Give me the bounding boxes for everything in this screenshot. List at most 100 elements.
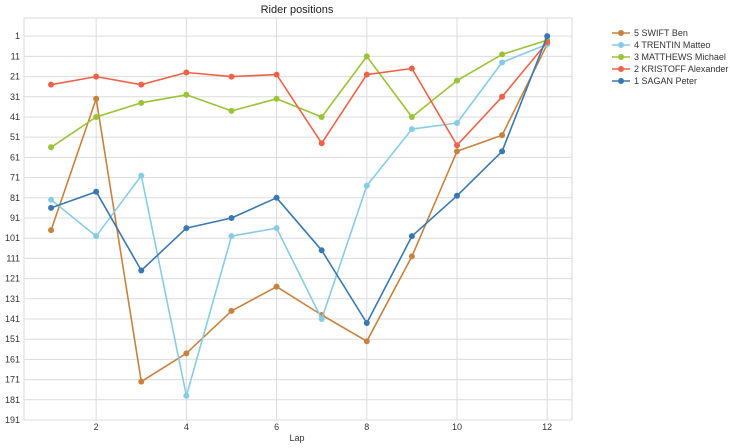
data-point — [93, 73, 100, 80]
data-point — [183, 350, 190, 357]
series-layer — [48, 33, 551, 399]
y-tick-label: 181 — [5, 395, 20, 405]
data-point — [363, 320, 370, 327]
chart-title: Rider positions — [261, 4, 334, 16]
data-point — [273, 194, 280, 201]
y-tick-label: 81 — [10, 193, 20, 203]
x-tick-label: 6 — [274, 422, 279, 432]
data-point — [453, 120, 460, 127]
legend-entry: 1 SAGAN Peter — [612, 76, 697, 86]
data-point — [408, 233, 415, 240]
legend: 5 SWIFT Ben 4 TRENTIN Matteo 3 MATTHEWS Mi… — [612, 28, 728, 86]
series-3 — [48, 39, 551, 149]
y-tick-label: 1 — [15, 31, 20, 41]
y-tick-label: 111 — [6, 253, 20, 263]
data-point — [228, 307, 235, 314]
data-point — [499, 51, 506, 58]
y-tick-label: 61 — [10, 152, 20, 162]
y-tick-label: 41 — [10, 112, 20, 122]
data-point — [93, 233, 100, 240]
data-point — [48, 227, 55, 234]
legend-label: 1 SAGAN Peter — [634, 76, 697, 86]
data-point — [48, 196, 55, 203]
data-point — [453, 192, 460, 199]
y-tick-label: 91 — [10, 213, 20, 223]
legend-label: 4 TRENTIN Matteo — [634, 40, 710, 50]
data-point — [48, 144, 55, 151]
axis-layer: 1112131415161718191101111121131141151161… — [5, 31, 552, 432]
legend-label: 5 SWIFT Ben — [634, 28, 688, 38]
y-tick-label: 71 — [10, 173, 20, 183]
data-point — [183, 392, 190, 399]
data-point — [499, 132, 506, 139]
legend-entry: 5 SWIFT Ben — [612, 28, 688, 38]
x-tick-label: 4 — [184, 422, 189, 432]
legend-entry: 4 TRENTIN Matteo — [612, 40, 710, 50]
legend-label: 3 MATTHEWS Michael — [634, 52, 726, 62]
data-point — [318, 247, 325, 254]
y-tick-label: 151 — [5, 334, 20, 344]
data-point — [273, 95, 280, 102]
data-point — [228, 233, 235, 240]
data-point — [318, 140, 325, 147]
y-tick-label: 31 — [10, 92, 20, 102]
data-point — [183, 225, 190, 232]
data-point — [273, 225, 280, 232]
data-point — [453, 148, 460, 155]
data-point — [363, 182, 370, 189]
data-point — [318, 315, 325, 322]
data-point — [183, 69, 190, 76]
y-tick-label: 161 — [5, 354, 20, 364]
data-point — [363, 71, 370, 78]
data-point — [544, 33, 551, 40]
y-tick-label: 21 — [10, 72, 20, 82]
data-point — [138, 378, 145, 385]
legend-entry: 2 KRISTOFF Alexander — [612, 64, 728, 74]
data-point — [228, 73, 235, 80]
y-tick-label: 121 — [5, 274, 20, 284]
y-tick-label: 11 — [11, 51, 20, 61]
y-tick-label: 191 — [5, 415, 20, 425]
data-point — [363, 338, 370, 345]
x-tick-label: 12 — [542, 422, 552, 432]
legend-marker — [618, 42, 624, 48]
x-tick-label: 8 — [364, 422, 369, 432]
data-point — [408, 65, 415, 72]
data-point — [228, 214, 235, 221]
data-point — [228, 107, 235, 114]
data-point — [363, 53, 370, 60]
legend-marker — [618, 54, 624, 60]
data-point — [138, 99, 145, 106]
legend-label: 2 KRISTOFF Alexander — [634, 64, 728, 74]
data-point — [138, 172, 145, 179]
y-tick-label: 101 — [5, 233, 20, 243]
data-point — [138, 81, 145, 88]
series-line — [50, 35, 548, 324]
x-tick-label: 2 — [94, 422, 99, 432]
series-line — [50, 43, 548, 383]
legend-marker — [618, 66, 624, 72]
series-0 — [48, 41, 551, 385]
data-point — [499, 93, 506, 100]
data-point — [93, 113, 100, 120]
data-point — [453, 142, 460, 149]
series-line — [50, 41, 548, 147]
data-point — [499, 59, 506, 66]
data-point — [273, 283, 280, 290]
legend-entry: 3 MATTHEWS Michael — [612, 52, 726, 62]
data-point — [48, 81, 55, 88]
y-tick-label: 131 — [5, 294, 20, 304]
grid-layer — [23, 17, 573, 421]
y-tick-label: 171 — [5, 375, 20, 385]
y-tick-label: 51 — [10, 132, 20, 142]
data-point — [408, 113, 415, 120]
data-point — [273, 71, 280, 78]
series-line — [50, 43, 548, 397]
data-point — [318, 113, 325, 120]
y-tick-label: 141 — [5, 314, 20, 324]
data-point — [48, 204, 55, 211]
legend-marker — [618, 78, 624, 84]
data-point — [408, 126, 415, 133]
